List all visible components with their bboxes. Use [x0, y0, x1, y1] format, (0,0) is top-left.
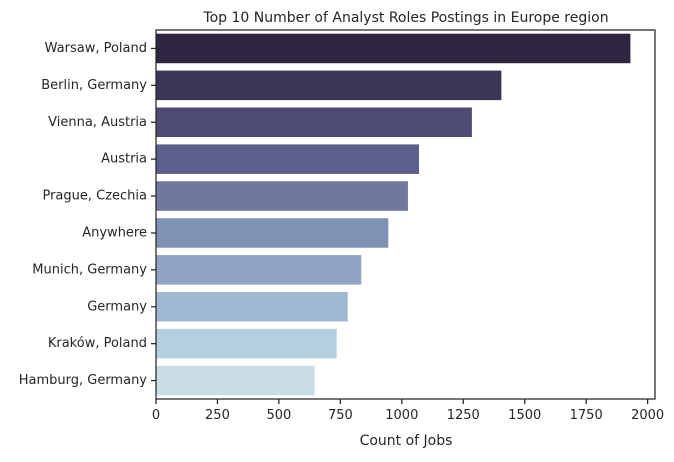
plot-frame	[155, 29, 656, 400]
bar-2	[156, 107, 472, 138]
bar-9	[156, 365, 315, 396]
x-axis-ticks: 0 250 500 750 1000 1250 1500 1750 2000	[152, 399, 664, 423]
category-label-7: Germany	[87, 299, 147, 314]
x-tick-label-5: 1250	[447, 408, 480, 423]
category-label-9: Hamburg, Germany	[19, 373, 148, 388]
x-tick-label-6: 1500	[508, 408, 541, 423]
x-tick-label-1: 250	[205, 408, 230, 423]
category-label-1: Berlin, Germany	[41, 78, 147, 93]
x-tick-label-2: 500	[266, 408, 291, 423]
category-label-6: Munich, Germany	[32, 262, 147, 277]
bar-6	[156, 255, 362, 285]
bar-4	[156, 181, 408, 211]
x-tick-label-7: 1750	[570, 408, 603, 423]
bar-0	[156, 33, 631, 64]
bar-3	[156, 144, 420, 174]
bars-layer	[156, 33, 631, 396]
bar-5	[156, 218, 389, 248]
category-label-2: Vienna, Austria	[48, 115, 147, 130]
bar-1	[156, 70, 502, 101]
category-label-3: Austria	[101, 152, 147, 167]
x-tick-label-3: 750	[328, 408, 353, 423]
chart-title: Top 10 Number of Analyst Roles Postings …	[202, 10, 608, 26]
category-label-4: Prague, Czechia	[42, 189, 147, 204]
category-labels: Warsaw, Poland Berlin, Germany Vienna, Aus…	[19, 41, 156, 388]
bar-7	[156, 291, 348, 322]
x-tick-label-8: 2000	[631, 408, 664, 423]
category-label-8: Kraków, Poland	[48, 336, 147, 351]
category-label-5: Anywhere	[82, 225, 147, 240]
x-tick-label-0: 0	[152, 408, 160, 423]
category-label-0: Warsaw, Poland	[45, 41, 147, 56]
x-axis-label: Count of Jobs	[360, 433, 453, 449]
x-tick-label-4: 1000	[385, 408, 418, 423]
bar-8	[156, 328, 337, 359]
